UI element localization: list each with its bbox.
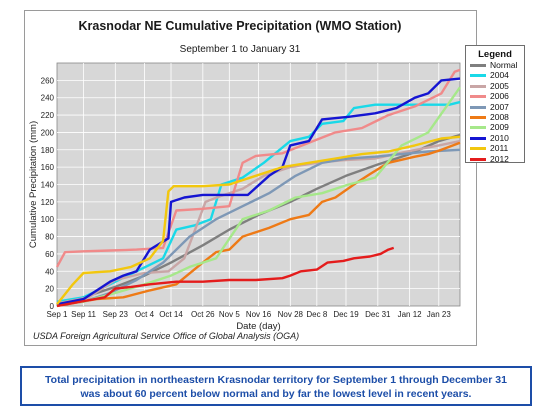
caption-line-2: was about 60 percent below normal and by…: [80, 388, 472, 400]
y-tick-label: 220: [41, 111, 55, 120]
legend-label: 2004: [490, 70, 509, 81]
series-line-2004: [56, 100, 461, 303]
legend-label: 2009: [490, 122, 509, 133]
y-tick-label: 200: [41, 128, 55, 137]
series-line-2006: [55, 68, 461, 268]
series-line-2011: [56, 135, 461, 306]
x-tick-label: Dec 8: [306, 310, 327, 319]
y-tick-label: 240: [41, 94, 55, 103]
legend-item-normal: Normal: [466, 60, 524, 70]
series-line-2012: [56, 246, 395, 308]
x-tick-label: Sep 1: [47, 310, 68, 319]
legend-swatch: [470, 126, 486, 130]
chart-title: Krasnodar NE Cumulative Precipitation (W…: [78, 19, 402, 33]
legend-swatch: [470, 105, 486, 109]
x-tick-label: Nov 5: [219, 310, 240, 319]
x-tick-label: Nov 28: [278, 310, 304, 319]
legend-item-2004: 2004: [466, 70, 524, 80]
caption-box: Total precipitation in northeastern Kras…: [20, 366, 532, 406]
y-tick-label: 40: [45, 267, 54, 276]
legend-swatch: [470, 115, 486, 119]
y-tick-label: 180: [41, 146, 55, 155]
legend-item-2007: 2007: [466, 102, 524, 112]
y-tick-label: 120: [41, 198, 55, 207]
series-line-2008: [56, 141, 461, 308]
x-tick-label: Jan 23: [427, 310, 452, 319]
legend-label: 2005: [490, 80, 509, 91]
chart-subtitle: September 1 to January 31: [179, 44, 301, 55]
x-tick-label: Jan 12: [398, 310, 423, 319]
legend-swatch: [470, 64, 486, 67]
legend-label: 2006: [490, 91, 509, 102]
legend-item-2012: 2012: [466, 154, 524, 164]
chart-figure: 0 20 40 60 80 100 120 140 160 180 200 220 240 260 Sep …: [24, 10, 477, 346]
legend-swatch: [470, 147, 486, 151]
y-tick-label: 80: [45, 233, 54, 242]
chart-svg: 0 20 40 60 80 100 120 140 160 180 200 220 240 260 Sep …: [28, 62, 461, 332]
y-tick-label: 160: [41, 163, 55, 172]
x-tick-label: Oct 4: [135, 310, 155, 319]
legend-title: Legend: [478, 49, 512, 60]
legend-items: Normal 2004 2005 2006 2007 2008 2009 2010 2011 20…: [466, 60, 524, 164]
y-tick-label: 20: [45, 285, 54, 294]
x-tick-label: Oct 14: [159, 310, 183, 319]
x-tick-label: Dec 31: [365, 310, 391, 319]
series-line-2007: [56, 148, 461, 306]
legend-swatch: [470, 95, 486, 99]
legend-label: 2007: [490, 101, 509, 112]
x-axis-label: Date (day): [236, 321, 280, 332]
y-tick-label: 140: [41, 181, 55, 190]
legend-swatch: [470, 84, 486, 88]
series-line-2010: [56, 77, 461, 306]
caption-line-1: Total precipitation in northeastern Kras…: [45, 374, 507, 386]
legend-label: 2012: [490, 153, 509, 164]
legend-label: 2011: [490, 143, 509, 154]
legend-label: 2010: [490, 132, 509, 143]
y-axis-label: Cumulative Precipitation (mm): [28, 121, 39, 248]
legend-item-2005: 2005: [466, 81, 524, 91]
source-note: USDA Foreign Agricultural Service Office…: [33, 331, 300, 341]
y-tick-label: 60: [45, 250, 54, 259]
x-tick-label: Sep 23: [103, 310, 129, 319]
x-tick-label: Nov 16: [246, 310, 272, 319]
legend-item-2009: 2009: [466, 122, 524, 132]
x-tick-label: Sep 11: [71, 310, 96, 319]
legend-swatch: [470, 74, 486, 78]
y-tick-label: 100: [41, 215, 55, 224]
legend-label: Normal: [490, 60, 518, 70]
y-tick-label: 260: [41, 76, 55, 85]
legend-item-2011: 2011: [466, 143, 524, 153]
legend-label: 2008: [490, 111, 509, 122]
x-tick-label: Dec 19: [333, 310, 359, 319]
y-tick-label: 0: [50, 302, 55, 311]
legend: Legend Normal 2004 2005 2006 2007 2008 2009 201…: [465, 45, 525, 164]
legend-item-2008: 2008: [466, 112, 524, 122]
legend-swatch: [470, 136, 486, 140]
x-tick-label: Oct 26: [191, 310, 215, 319]
legend-item-2006: 2006: [466, 91, 524, 101]
legend-item-2010: 2010: [466, 133, 524, 143]
legend-swatch: [470, 157, 486, 161]
